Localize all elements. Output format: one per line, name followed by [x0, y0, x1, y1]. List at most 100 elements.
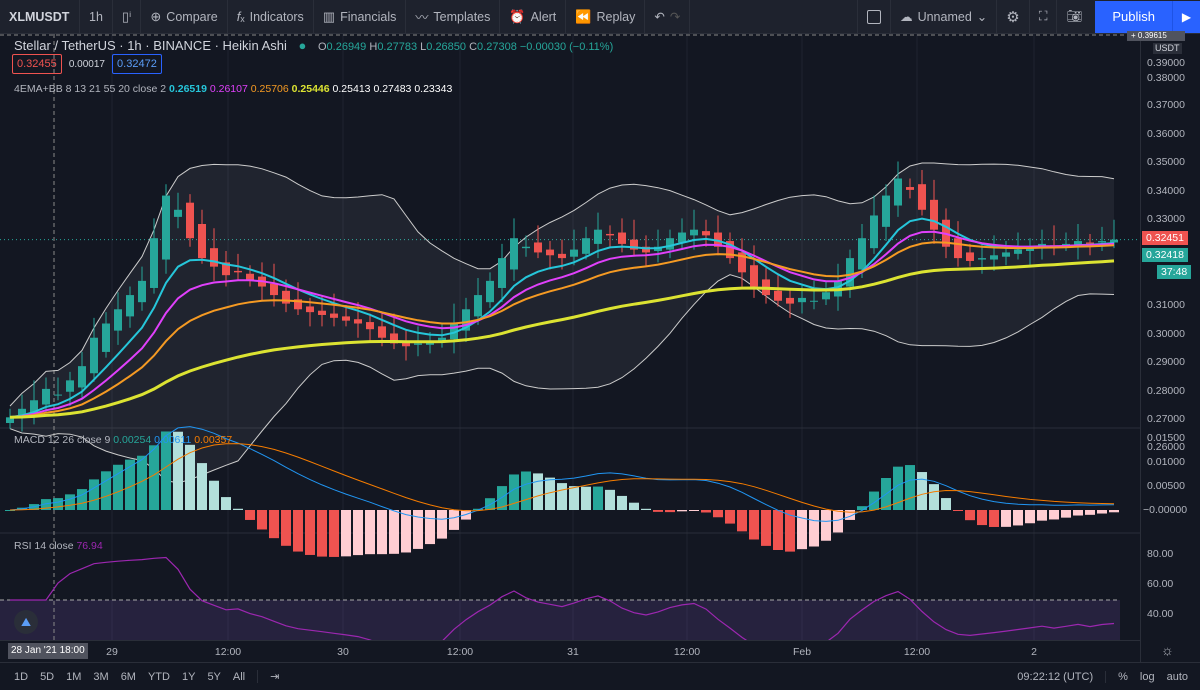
candle-body [678, 232, 686, 243]
compare-button[interactable]: ⊕ Compare [141, 0, 228, 34]
bollinger-upper [9, 162, 1115, 407]
range-1d[interactable]: 1D [14, 670, 29, 683]
range-all[interactable]: All [232, 670, 246, 683]
candle-body [522, 246, 530, 249]
candle-body [954, 238, 962, 259]
macd-histogram-bar [209, 480, 219, 510]
rsi-axis-label: 40.00 [1147, 608, 1174, 620]
macd-histogram-bar [569, 486, 579, 510]
layout-name-button[interactable]: ☁ Unnamed ⌄ [891, 0, 998, 34]
play-button[interactable]: ▶ [1172, 0, 1200, 33]
macd-legend[interactable]: MACD 12 26 close 9 0.00254 0.00611 0.003… [14, 434, 233, 446]
financials-button[interactable]: ▥ Financials [314, 0, 407, 34]
buy-price-button[interactable]: 0.32472 [112, 54, 162, 74]
chart-canvas[interactable] [0, 34, 1140, 661]
range-1y[interactable]: 1Y [181, 670, 196, 683]
candle-body [354, 319, 362, 324]
candle-body [414, 343, 422, 345]
macd-histogram-bar [1049, 510, 1059, 520]
templates-button[interactable]: 〰 Templates [406, 0, 501, 34]
price-axis[interactable]: + 0.39615 USDT 0.39000 0.38000 0.37000 0.36… [1127, 31, 1200, 662]
candle-body [6, 417, 14, 424]
range-ytd[interactable]: YTD [147, 670, 170, 683]
candle-body [558, 253, 566, 259]
macd-histogram-bar [629, 502, 639, 510]
candle-body [822, 292, 830, 300]
symbol-search[interactable]: XLMUSDT [0, 0, 80, 34]
macd-histogram-bar [1109, 510, 1119, 513]
plus-circle-icon: ⊕ [150, 8, 162, 24]
macd-histogram-bar [1061, 510, 1071, 518]
ema-legend[interactable]: 4EMA+BB 8 13 21 55 20 close 2 0.26519 0.… [14, 83, 453, 95]
macd-histogram-bar [929, 484, 939, 510]
macd-histogram-bar [65, 494, 75, 510]
layout-toggle[interactable] [857, 0, 892, 34]
macd-histogram-bar [137, 455, 147, 510]
price-axis-label: 0.28000 [1147, 385, 1185, 397]
ema-price-tag: 0.32418 [1142, 248, 1188, 262]
macd-histogram-bar [689, 510, 699, 511]
candle-body [306, 306, 314, 313]
candle-body [330, 313, 338, 318]
square-icon [867, 9, 882, 24]
log-toggle[interactable]: log [1139, 670, 1155, 683]
snapshot-button[interactable]: 📷︎ [1057, 0, 1091, 34]
publish-button[interactable]: Publish [1095, 0, 1172, 33]
range-6m[interactable]: 6M [120, 670, 136, 683]
candle-body [270, 283, 278, 296]
macd-histogram-bar [257, 510, 267, 530]
redo-icon[interactable]: ↷ [669, 10, 681, 24]
sell-price-button[interactable]: 0.32455 [12, 54, 62, 74]
macd-histogram-bar [749, 510, 759, 540]
axis-top-label: + 0.39615 [1127, 31, 1185, 41]
macd-histogram-bar [1037, 510, 1047, 521]
indicators-button[interactable]: fₓ Indicators [228, 0, 314, 34]
settings-button[interactable]: ⚙ [997, 0, 1030, 34]
go-to-date-icon[interactable]: ⇥ [257, 670, 279, 683]
range-5y[interactable]: 5Y [207, 670, 221, 683]
crosshair-time-label: 28 Jan '21 18:00 [8, 643, 88, 659]
time-axis[interactable]: 28 Jan '21 18:00 29 12:00 30 12:00 31 12… [0, 640, 1140, 662]
range-5d[interactable]: 5D [40, 670, 55, 683]
clock[interactable]: 09:22:12 (UTC) [1017, 670, 1094, 683]
axis-settings-icon[interactable]: ☼ [1161, 642, 1174, 658]
macd-histogram-bar [341, 510, 351, 557]
candle-body [606, 233, 614, 236]
price-axis-label: 0.34000 [1147, 185, 1185, 197]
macd-histogram-bar [977, 510, 987, 526]
rsi-legend[interactable]: RSI 14 close 76.94 [14, 540, 103, 552]
auto-toggle[interactable]: auto [1166, 670, 1188, 683]
macd-histogram-bar [89, 479, 99, 510]
fullscreen-button[interactable]: ⛶ [1030, 0, 1058, 34]
price-axis-label: 0.29000 [1147, 356, 1185, 368]
chart-area[interactable]: Stellar / TetherUS · 1h · BINANCE · Heik… [0, 34, 1140, 661]
alert-button[interactable]: ⏰ Alert [500, 0, 567, 34]
alert-label: Alert [530, 9, 557, 24]
replay-button[interactable]: ⏪ Replay [566, 0, 646, 34]
candle-body [186, 202, 194, 239]
templates-label: Templates [433, 9, 491, 24]
range-1m[interactable]: 1M [66, 670, 82, 683]
price-axis-label: 0.30000 [1147, 328, 1185, 340]
candle-body [174, 209, 182, 217]
range-3m[interactable]: 3M [93, 670, 109, 683]
candle-body [1074, 241, 1082, 246]
tradingview-logo[interactable]: ⛰ [14, 610, 38, 634]
candle-body [30, 400, 38, 414]
chart-type-button[interactable]: ▯ⁱ [113, 0, 142, 34]
candle-body [390, 333, 398, 344]
macd-histogram-bar [641, 508, 651, 510]
ema-21-line [9, 241, 1115, 419]
candle-body [462, 309, 470, 331]
fx-icon: fₓ [236, 9, 245, 24]
macd-histogram-bar [821, 510, 831, 541]
percent-toggle[interactable]: % [1105, 670, 1128, 683]
candle-body [366, 322, 374, 330]
price-axis-label: 0.27000 [1147, 413, 1185, 425]
undo-icon[interactable]: ↶ [654, 10, 665, 24]
macd-histogram-bar [413, 510, 423, 549]
candle-body [102, 323, 110, 352]
macd-histogram-bar [365, 510, 375, 555]
countdown-tag: 37:48 [1157, 265, 1192, 279]
interval-button[interactable]: 1h [80, 0, 113, 34]
